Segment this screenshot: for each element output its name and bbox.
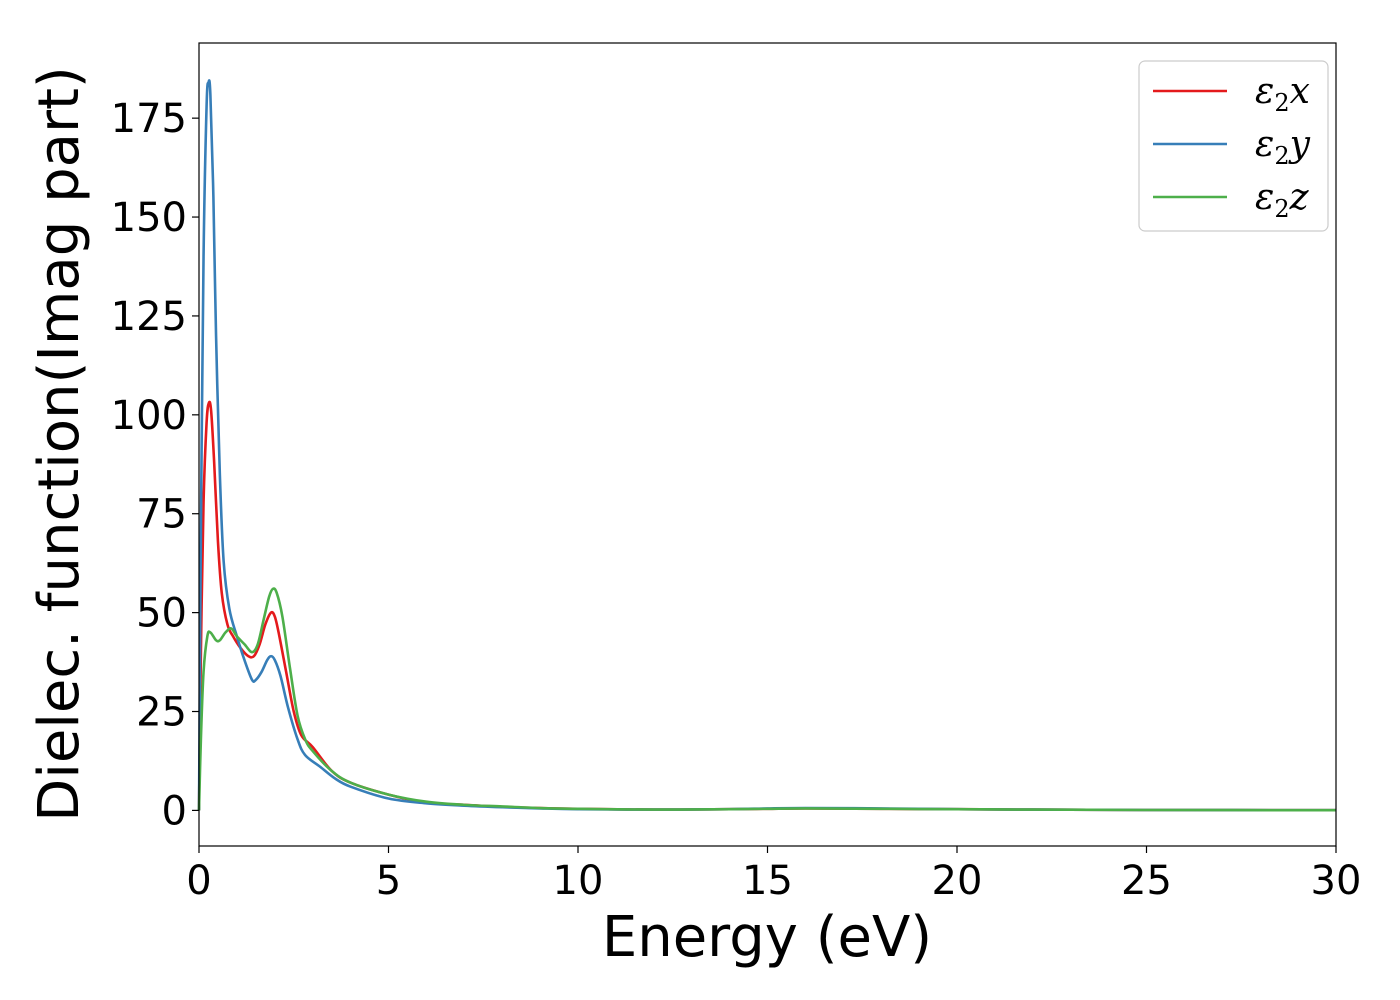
series-line-z [197,587,1337,812]
y-axis-label: Dielec. function(Imag part) [27,66,92,822]
legend-box [1138,60,1329,232]
x-tick-label: 30 [1311,858,1362,904]
y-tick-label: 100 [111,393,187,439]
legend: ε2x ε2y ε2z [1138,60,1329,232]
x-tick-label: 15 [742,858,793,904]
x-ticks: 0 5 10 15 20 25 30 [186,846,1361,904]
y-ticks: 0 25 50 75 100 125 150 175 [111,96,199,834]
x-tick-label: 25 [1121,858,1172,904]
x-tick-label: 10 [553,858,604,904]
series-layer [197,79,1337,812]
x-tick-label: 20 [932,858,983,904]
legend-label-y: ε2y [1255,124,1311,170]
y-tick-label: 125 [111,294,187,340]
y-tick-label: 25 [136,690,187,736]
y-tick-label: 150 [111,195,187,241]
y-tick-label: 175 [111,96,187,142]
x-axis-label: Energy (eV) [602,905,932,970]
x-tick-label: 0 [186,858,211,904]
y-tick-label: 0 [162,788,187,834]
legend-label-x: ε2x [1255,71,1310,117]
y-tick-label: 50 [136,591,187,637]
x-tick-label: 5 [376,858,401,904]
legend-label-z: ε2z [1255,177,1310,223]
y-tick-label: 75 [136,492,187,538]
